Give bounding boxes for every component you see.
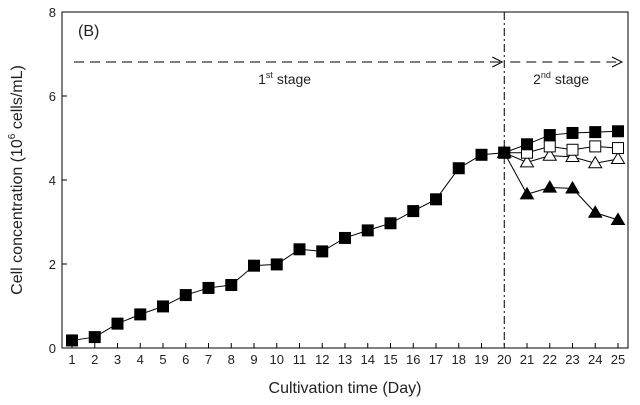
filled-square-marker bbox=[111, 317, 124, 330]
panel-label: (B) bbox=[78, 23, 99, 40]
stage-2-number: 2 bbox=[533, 71, 541, 87]
x-tick-label: 15 bbox=[383, 352, 397, 367]
x-tick-label: 18 bbox=[452, 352, 466, 367]
y-axis-title-exponent: 6 bbox=[7, 133, 18, 139]
filled-square-marker bbox=[134, 308, 147, 321]
x-tick-label: 9 bbox=[250, 352, 257, 367]
x-tick-label: 22 bbox=[543, 352, 557, 367]
stage-1-text: stage bbox=[273, 71, 311, 87]
y-tick-label: 8 bbox=[49, 5, 56, 20]
series-line-filled-triangle bbox=[503, 152, 619, 221]
filled-square-marker bbox=[566, 126, 579, 139]
x-tick-label: 10 bbox=[270, 352, 284, 367]
filled-square-marker bbox=[157, 300, 169, 313]
filled-triangle-marker bbox=[565, 180, 580, 194]
stage-2-superscript: nd bbox=[541, 70, 551, 80]
x-tick-label: 7 bbox=[205, 352, 212, 367]
stage-2-label: 2nd stage bbox=[533, 70, 589, 87]
y-tick-label: 2 bbox=[49, 257, 56, 272]
x-tick-label: 23 bbox=[565, 352, 579, 367]
filled-square-marker bbox=[179, 289, 192, 302]
filled-square-marker bbox=[361, 224, 374, 237]
open-square-marker bbox=[612, 142, 624, 155]
x-tick-label: 14 bbox=[361, 352, 375, 367]
filled-triangle-marker bbox=[587, 205, 603, 218]
filled-square-marker bbox=[248, 259, 260, 272]
filled-triangle-marker bbox=[519, 186, 535, 200]
open-square-marker bbox=[589, 140, 602, 153]
filled-square-marker bbox=[543, 129, 556, 142]
filled-square-marker bbox=[270, 258, 283, 271]
filled-square-marker bbox=[384, 217, 397, 230]
filled-square-marker bbox=[225, 279, 238, 291]
filled-triangle-marker bbox=[542, 180, 558, 193]
filled-square-marker bbox=[498, 146, 511, 159]
y-axis-title-prefix: Cell concentration (10 bbox=[9, 139, 26, 295]
open-triangle-marker bbox=[519, 154, 535, 168]
filled-square-marker bbox=[88, 331, 101, 344]
open-triangle-marker bbox=[542, 148, 558, 161]
y-axis-title-suffix: cells/mL) bbox=[9, 65, 26, 133]
stage-2-text: stage bbox=[551, 71, 589, 87]
x-tick-label: 13 bbox=[338, 352, 352, 367]
filled-square-marker bbox=[612, 125, 624, 138]
x-tick-label: 17 bbox=[429, 352, 443, 367]
x-tick-label: 24 bbox=[588, 352, 602, 367]
stage-1-number: 1 bbox=[258, 71, 266, 87]
filled-square-marker bbox=[475, 148, 488, 161]
open-triangle-marker bbox=[587, 155, 603, 169]
x-tick-label: 6 bbox=[182, 352, 189, 367]
filled-square-marker bbox=[66, 334, 78, 347]
x-tick-label: 12 bbox=[315, 352, 329, 367]
filled-square-marker bbox=[407, 205, 420, 218]
x-tick-label: 21 bbox=[520, 352, 534, 367]
x-tick-label: 1 bbox=[68, 352, 75, 367]
x-tick-label: 25 bbox=[611, 352, 625, 367]
filled-square-marker bbox=[430, 193, 442, 206]
y-tick-label: 4 bbox=[49, 173, 56, 188]
filled-square-marker bbox=[589, 126, 602, 139]
x-tick-label: 4 bbox=[137, 352, 144, 367]
x-tick-label: 8 bbox=[228, 352, 235, 367]
stage-2-arrow-head bbox=[611, 56, 624, 68]
filled-square-marker bbox=[293, 243, 306, 256]
stage-1-label: 1st stage bbox=[258, 70, 311, 87]
filled-square-marker bbox=[316, 245, 329, 258]
x-axis-title: Cultivation time (Day) bbox=[269, 380, 422, 397]
stage-1-superscript: st bbox=[266, 70, 274, 80]
open-square-marker bbox=[566, 143, 579, 156]
filled-square-marker bbox=[452, 162, 465, 175]
x-tick-label: 20 bbox=[497, 352, 511, 367]
open-triangle-marker bbox=[565, 149, 580, 162]
stage-1-arrow-head bbox=[492, 56, 504, 68]
open-square-marker bbox=[543, 140, 556, 153]
open-triangle-marker bbox=[610, 151, 626, 165]
filled-square-marker bbox=[339, 231, 351, 244]
y-axis-title: Cell concentration (106 cells/mL) bbox=[7, 65, 26, 295]
x-tick-label: 2 bbox=[91, 352, 98, 367]
filled-triangle-marker bbox=[610, 212, 626, 225]
x-tick-label: 16 bbox=[406, 352, 420, 367]
filled-square-marker bbox=[202, 281, 215, 294]
x-tick-label: 3 bbox=[114, 352, 121, 367]
x-tick-label: 19 bbox=[474, 352, 488, 367]
y-tick-label: 6 bbox=[49, 89, 56, 104]
x-tick-label: 11 bbox=[293, 352, 307, 367]
x-tick-label: 5 bbox=[159, 352, 166, 367]
filled-square-marker bbox=[521, 138, 533, 151]
y-tick-label: 0 bbox=[49, 341, 56, 356]
